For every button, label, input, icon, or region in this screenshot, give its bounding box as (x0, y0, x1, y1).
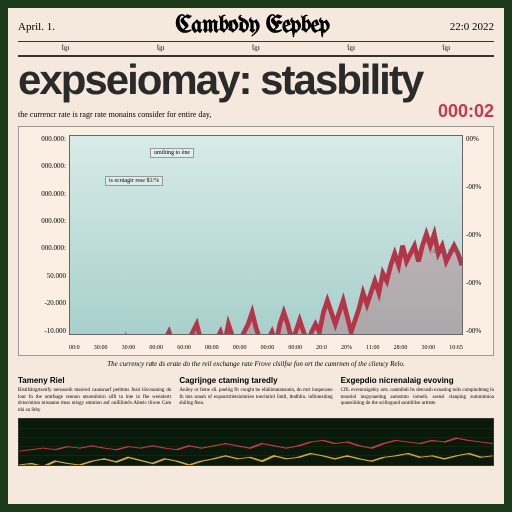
masthead: Cambody Eepbep (175, 14, 329, 39)
column-head: Tameny Riel (18, 376, 171, 386)
chart-annotation: umihing to ène (150, 148, 194, 158)
column-body: Aniley or feme sll. pneliig fir cought b… (179, 388, 332, 408)
column: Exgepdio nicrenalaig evoving Cffi. evren… (341, 376, 494, 414)
date: April. 1. (18, 21, 55, 33)
column-head: Exgepdio nicrenalaig evoving (341, 376, 494, 386)
subheadline-number: 000:02 (438, 101, 494, 122)
bottom-chart-lines (19, 419, 493, 465)
column-head: Cagrijnge ctaming taredly (179, 376, 332, 386)
y-axis-labels-right: 00% -00% -00% -00% -00% (466, 135, 491, 335)
subheadline: the currencr rate is ragr rate monains c… (18, 101, 494, 126)
subheadline-text: the currencr rate is ragr rate monains c… (18, 110, 211, 119)
main-chart: 000.000: 000.000: 000.000: 000.000: 000.… (18, 126, 494, 356)
subheader-item: ខ្មែរ (252, 44, 260, 53)
article-columns: Tameny Riel Rlstifshigrtseitfy nernsseih… (18, 372, 494, 414)
header-row: April. 1. Cambody Eepbep 22:0 2022 (18, 14, 494, 42)
subheader-item: ខ្មែរ (62, 44, 70, 53)
headline: expseiomay: stasbility (18, 57, 494, 101)
chart-caption: The currency raͤte ds erate do the reil … (18, 356, 494, 372)
chart-annotation: is ecntagir rese $1/% (105, 176, 163, 186)
y-axis-labels: 000.000: 000.000: 000.000: 000.000: 000.… (21, 135, 66, 335)
x-axis-labels: 00:0 30:00 30:00 00:00 60:00 08:00 00:00… (69, 345, 463, 351)
subheader-item: ខ្មែរ (443, 44, 451, 53)
column-body: Cffi. evrennsigebiy arts. canmibdi lts d… (341, 388, 494, 408)
subheader-row: ខ្មែរ ខ្មែរ ខ្មែរ ខ្មែរ ខ្មែរ (18, 42, 494, 57)
issue-number: 22:0 2022 (450, 21, 494, 33)
column: Tameny Riel Rlstifshigrtseitfy nernsseih… (18, 376, 171, 414)
chart-plot-area: umihing to ène is ecntagir rese $1/% (69, 135, 463, 335)
subheader-item: ខ្មែរ (157, 44, 165, 53)
column-body: Rlstifshigrtseitfy nernsseih mssired cau… (18, 388, 171, 414)
newspaper-page: April. 1. Cambody Eepbep 22:0 2022 ខ្មែរ… (8, 8, 504, 504)
chart-line (70, 136, 462, 335)
chart-cutline: (A1/8):1/%) (430, 249, 459, 255)
bottom-chart (18, 418, 494, 466)
subheader-item: ខ្មែរ (347, 44, 355, 53)
column: Cagrijnge ctaming taredly Aniley or feme… (179, 376, 332, 414)
